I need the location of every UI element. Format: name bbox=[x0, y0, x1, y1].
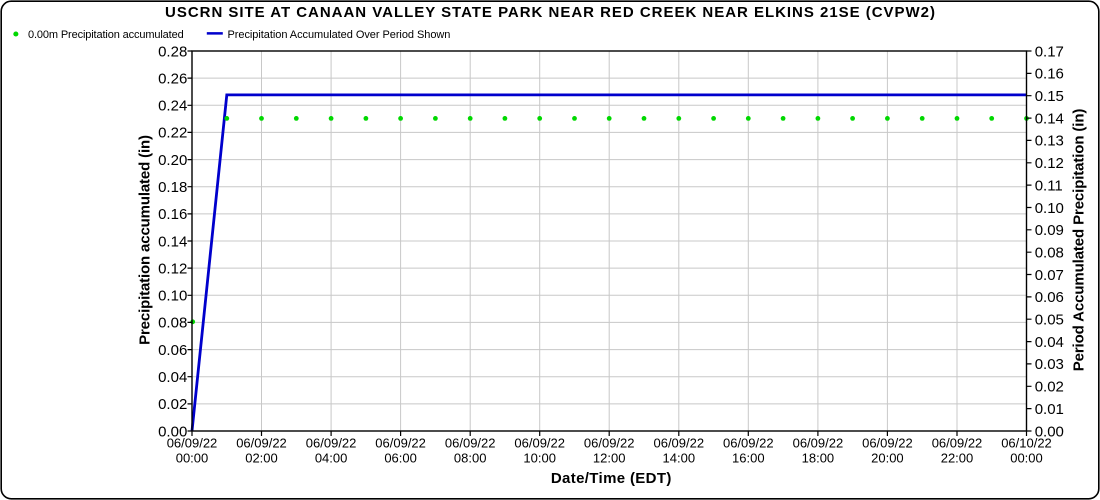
svg-text:0.06: 0.06 bbox=[1035, 289, 1064, 306]
svg-text:0.22: 0.22 bbox=[158, 125, 187, 142]
svg-text:0.10: 0.10 bbox=[158, 288, 187, 305]
svg-text:0.13: 0.13 bbox=[1035, 133, 1064, 150]
svg-text:0.26: 0.26 bbox=[158, 70, 187, 87]
svg-text:0.28: 0.28 bbox=[158, 43, 187, 60]
svg-text:0.06: 0.06 bbox=[158, 342, 187, 359]
svg-text:06/09/22: 06/09/22 bbox=[793, 436, 844, 451]
svg-text:0.20: 0.20 bbox=[158, 152, 187, 169]
svg-text:0.12: 0.12 bbox=[158, 260, 187, 277]
svg-text:22:00: 22:00 bbox=[941, 451, 974, 466]
svg-text:0.24: 0.24 bbox=[158, 98, 187, 115]
svg-text:00:00: 00:00 bbox=[1010, 451, 1043, 466]
svg-text:0.04: 0.04 bbox=[1035, 334, 1064, 351]
svg-text:06/09/22: 06/09/22 bbox=[306, 436, 357, 451]
svg-text:06/10/22: 06/10/22 bbox=[1001, 436, 1052, 451]
svg-text:04:00: 04:00 bbox=[315, 451, 348, 466]
svg-text:06/09/22: 06/09/22 bbox=[932, 436, 983, 451]
svg-text:06/09/22: 06/09/22 bbox=[514, 436, 565, 451]
svg-text:0.14: 0.14 bbox=[1035, 110, 1064, 127]
svg-text:Precipitation Accumulated Over: Precipitation Accumulated Over Period Sh… bbox=[228, 29, 451, 41]
svg-text:0.00m Precipitation accumulate: 0.00m Precipitation accumulated bbox=[28, 29, 184, 41]
svg-text:0.08: 0.08 bbox=[1035, 245, 1064, 262]
svg-text:Precipitation accumulated (in): Precipitation accumulated (in) bbox=[137, 135, 154, 345]
svg-text:0.08: 0.08 bbox=[158, 315, 187, 332]
svg-text:0.03: 0.03 bbox=[1035, 356, 1064, 373]
svg-text:0.00: 0.00 bbox=[158, 423, 187, 440]
svg-text:0.04: 0.04 bbox=[158, 369, 187, 386]
svg-text:0.17: 0.17 bbox=[1035, 43, 1064, 60]
svg-text:06:00: 06:00 bbox=[384, 451, 417, 466]
svg-text:0.07: 0.07 bbox=[1035, 267, 1064, 284]
svg-text:0.15: 0.15 bbox=[1035, 88, 1064, 105]
svg-text:08:00: 08:00 bbox=[454, 451, 487, 466]
svg-text:06/09/22: 06/09/22 bbox=[375, 436, 426, 451]
svg-text:06/09/22: 06/09/22 bbox=[167, 436, 218, 451]
svg-text:06/09/22: 06/09/22 bbox=[862, 436, 913, 451]
svg-text:10:00: 10:00 bbox=[523, 451, 556, 466]
svg-text:14:00: 14:00 bbox=[663, 451, 696, 466]
svg-text:06/09/22: 06/09/22 bbox=[236, 436, 287, 451]
svg-text:0.05: 0.05 bbox=[1035, 312, 1064, 329]
svg-text:0.10: 0.10 bbox=[1035, 200, 1064, 217]
svg-text:USCRN SITE AT CANAAN VALLEY ST: USCRN SITE AT CANAAN VALLEY STATE PARK N… bbox=[165, 4, 936, 21]
svg-text:0.14: 0.14 bbox=[158, 233, 187, 250]
svg-text:0.02: 0.02 bbox=[1035, 379, 1064, 396]
svg-text:0.18: 0.18 bbox=[158, 179, 187, 196]
svg-text:02:00: 02:00 bbox=[245, 451, 278, 466]
svg-text:06/09/22: 06/09/22 bbox=[723, 436, 774, 451]
svg-text:00:00: 00:00 bbox=[176, 451, 209, 466]
svg-text:Period Accumulated Precipitati: Period Accumulated Precipitation (in) bbox=[1071, 109, 1088, 372]
svg-text:0.12: 0.12 bbox=[1035, 155, 1064, 172]
svg-text:0.01: 0.01 bbox=[1035, 401, 1064, 418]
svg-text:0.11: 0.11 bbox=[1035, 177, 1063, 194]
svg-text:0.02: 0.02 bbox=[158, 396, 187, 413]
svg-text:Date/Time (EDT): Date/Time (EDT) bbox=[551, 470, 672, 487]
svg-text:20:00: 20:00 bbox=[871, 451, 904, 466]
svg-text:18:00: 18:00 bbox=[802, 451, 835, 466]
svg-text:16:00: 16:00 bbox=[732, 451, 765, 466]
svg-text:12:00: 12:00 bbox=[593, 451, 626, 466]
svg-text:06/09/22: 06/09/22 bbox=[584, 436, 635, 451]
svg-text:0.16: 0.16 bbox=[1035, 66, 1064, 83]
svg-text:0.16: 0.16 bbox=[158, 206, 187, 223]
svg-text:06/09/22: 06/09/22 bbox=[653, 436, 704, 451]
svg-text:0.09: 0.09 bbox=[1035, 222, 1064, 239]
svg-text:06/09/22: 06/09/22 bbox=[445, 436, 496, 451]
svg-text:0.00: 0.00 bbox=[1035, 423, 1064, 440]
